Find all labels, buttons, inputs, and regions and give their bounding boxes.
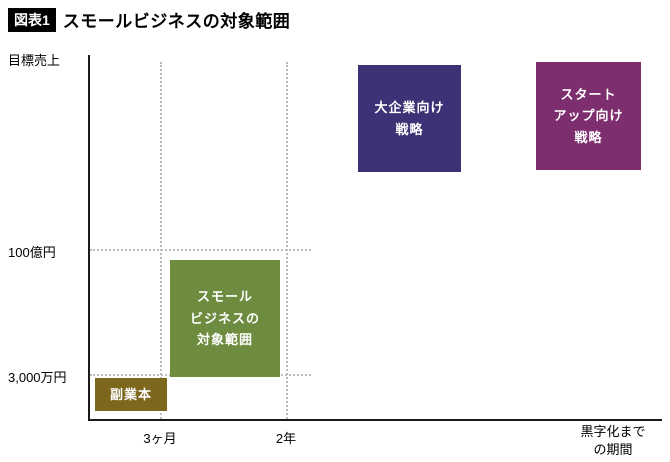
x-tick-3months: 3ヶ月 — [143, 431, 177, 446]
figure-title: スモールビジネスの対象範囲 — [62, 12, 291, 31]
x-tick-2years: 2年 — [275, 431, 297, 446]
y-tick-100oku: 100億円 — [8, 245, 56, 260]
figure-number-badge: 図表1 — [8, 7, 56, 32]
gridline-vertical-3months — [160, 62, 162, 419]
gridline-vertical-2years — [286, 62, 288, 419]
y-axis-line — [88, 55, 90, 421]
x-axis-line — [88, 419, 662, 421]
y-tick-3000man: 3,000万円 — [8, 370, 67, 385]
region-box-enterprise-strategy: 大企業向け 戦略 — [358, 65, 461, 172]
figure-header: 図表1 スモールビジネスの対象範囲 — [8, 7, 290, 32]
gridline-horizontal-100oku — [90, 249, 311, 251]
y-axis-title: 目標売上 — [8, 53, 61, 68]
region-box-startup-strategy: スタート アップ向け 戦略 — [536, 62, 641, 170]
x-axis-title: 黒字化まで の期間 — [580, 424, 646, 457]
region-box-side-job-book: 副業本 — [95, 378, 167, 411]
region-box-small-business: スモール ビジネスの 対象範囲 — [170, 260, 280, 377]
